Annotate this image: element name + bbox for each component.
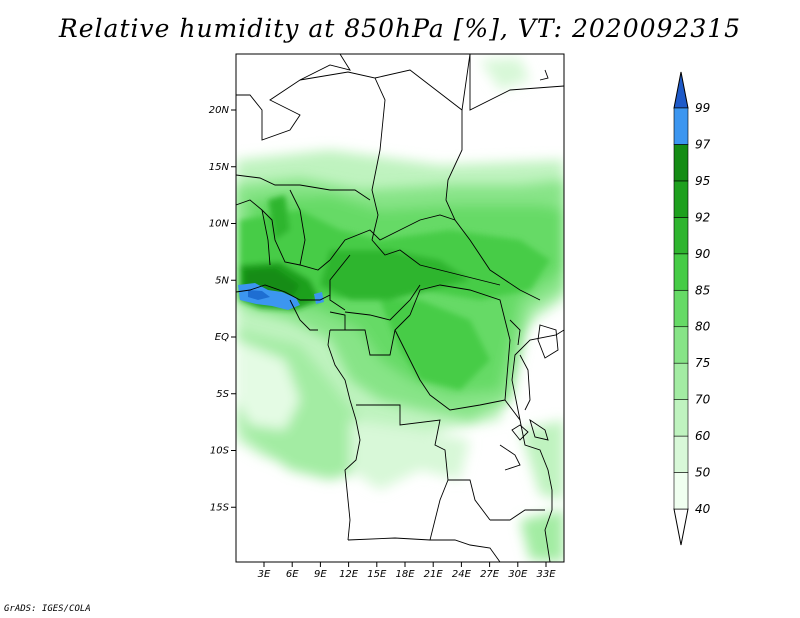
lon-tick-label: 21E [424,569,444,580]
colorbar-upper-extension [673,71,689,109]
grads-credit: GrADS: IGES/COLA [4,604,91,614]
longitude-axis: 3E 6E 9E 12E 15E 18E 21E 24E 27E 30E 33E [258,562,556,580]
humidity-map: 20N 15N 10N 5N EQ 5S 10S 15S 3E 6E 9E 12E 15E 18E 21E… [209,53,711,580]
colorbar-swatch [673,253,689,291]
map-frame [235,53,565,563]
lon-tick-label: 30E [508,569,528,580]
colorbar-label: 50 [695,466,711,480]
colorbar-label: 90 [695,247,711,261]
colorbar-swatch [673,362,689,400]
lon-tick-label: 12E [339,569,359,580]
lat-tick-label: EQ [215,332,229,343]
colorbar-swatch [673,399,689,437]
colorbar-label: 85 [695,283,710,297]
lon-tick-label: 3E [258,569,271,580]
lon-tick-label: 33E [536,569,556,580]
colorbar-label: 80 [695,320,711,334]
lon-tick-label: 24E [452,569,472,580]
colorbar-label: 70 [695,393,711,407]
lat-tick-label: 15S [210,502,230,513]
colorbar-label: 95 [695,174,710,188]
colorbar-swatch [673,435,689,473]
colorbar-swatch [673,217,689,255]
lon-tick-label: 15E [367,569,387,580]
colorbar-label: 99 [695,101,710,115]
lon-tick-label: 18E [395,569,415,580]
colorbar-label: 92 [695,210,710,224]
colorbar-label: 75 [695,356,710,370]
lat-tick-label: 10S [210,446,230,457]
colorbar-label: 97 [695,137,711,151]
map-title: Relative humidity at 850hPa [%], VT: 202… [58,14,742,43]
colorbar-lower-extension [673,508,689,546]
lat-tick-label: 5S [216,389,229,400]
colorbar-swatch [673,326,689,364]
lon-tick-label: 27E [480,569,500,580]
latitude-axis: 20N 15N 10N 5N EQ 5S 10S 15S [209,105,236,513]
lat-tick-label: 5N [215,275,229,286]
lat-tick-label: 20N [209,105,230,116]
lon-tick-label: 6E [286,569,299,580]
lat-tick-label: 10N [209,219,230,230]
colorbar-swatch [673,144,689,182]
colorbar-swatch [673,289,689,328]
colorbar-label: 40 [695,502,711,516]
colorbar-swatch [673,472,689,510]
country-borders [236,54,564,562]
colorbar-swatch [673,180,689,218]
lat-tick-label: 15N [209,162,230,173]
colorbar-label: 60 [695,429,711,443]
colorbar-swatch [673,107,689,145]
lon-tick-label: 9E [314,569,327,580]
colorbar-legend: 40 50 60 70 75 80 85 90 92 95 97 99 [673,71,711,546]
